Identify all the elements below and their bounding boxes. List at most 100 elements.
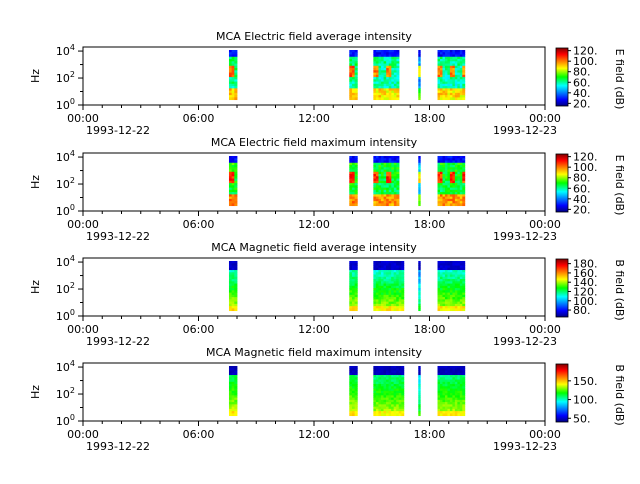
heatmap-cell [457, 167, 461, 170]
heatmap-cell [383, 61, 387, 64]
heatmap-cell [449, 372, 453, 376]
heatmap-cell [228, 81, 233, 85]
heatmap-cell [459, 384, 463, 387]
heatmap-cell [380, 404, 384, 408]
heatmap-cell [396, 201, 400, 204]
heatmap-cell [462, 372, 466, 376]
heatmap-cell [452, 79, 456, 82]
heatmap-cell [457, 265, 461, 269]
heatmap-cell [454, 86, 458, 89]
heatmap-cell [391, 158, 395, 161]
heatmap-cell [234, 388, 238, 392]
heatmap-cell [452, 92, 456, 96]
heatmap-cell [388, 178, 392, 182]
heatmap-cell [375, 411, 379, 414]
heatmap-cell [373, 399, 377, 403]
heatmap-cell [393, 276, 397, 280]
heatmap-cell [393, 372, 397, 376]
heatmap-cell [418, 65, 421, 69]
heatmap-cell [396, 386, 400, 389]
heatmap-cell [375, 61, 379, 64]
heatmap-cell [228, 54, 233, 58]
heatmap-cell [457, 292, 461, 296]
heatmap-cell [380, 263, 384, 266]
heatmap-cell [418, 196, 421, 200]
heatmap-cell [442, 196, 446, 200]
heatmap-cell [393, 201, 397, 204]
heatmap-cell [393, 406, 397, 410]
heatmap-cell [462, 196, 466, 200]
heatmap-cell [457, 187, 461, 191]
heatmap-cell [393, 408, 397, 412]
heatmap-cell [449, 395, 453, 398]
heatmap-cell [351, 299, 356, 303]
heatmap-cell [354, 56, 358, 60]
heatmap-cell [437, 372, 441, 376]
chart-title: MCA Electric field maximum intensity [211, 136, 418, 149]
heatmap-cell [442, 162, 446, 166]
heatmap-cell [396, 408, 400, 412]
heatmap-cell [401, 294, 405, 298]
heatmap-cell [442, 372, 446, 376]
heatmap-cell [442, 86, 446, 89]
heatmap-cell [234, 267, 238, 271]
heatmap-cell [449, 272, 453, 275]
heatmap-cell [459, 196, 463, 200]
heatmap-cell [393, 185, 397, 188]
heatmap-cell [388, 92, 392, 96]
heatmap-cell [459, 54, 463, 58]
heatmap-cell [373, 176, 377, 179]
heatmap-cell [462, 279, 466, 282]
heatmap-cell [442, 49, 446, 53]
plot-frame [82, 257, 546, 317]
heatmap-cell [231, 390, 235, 394]
heatmap-cell [457, 174, 461, 177]
heatmap-cell [452, 274, 456, 278]
heatmap-cell [349, 372, 353, 376]
heatmap-cell [437, 274, 441, 278]
heatmap-cell [231, 97, 235, 101]
heatmap-cell [440, 167, 443, 170]
heatmap-cell [452, 61, 456, 64]
y-tick-label: 102 [56, 176, 75, 191]
heatmap-cell [378, 395, 382, 398]
heatmap-cell [349, 297, 353, 300]
heatmap-cell [386, 413, 389, 417]
heatmap-cell [442, 176, 446, 179]
heatmap-cell [457, 406, 461, 410]
heatmap-cell [375, 393, 379, 396]
heatmap-cell [375, 158, 379, 161]
heatmap-cell [462, 301, 466, 305]
heatmap-cell [444, 83, 448, 87]
heatmap-cell [396, 77, 400, 80]
heatmap-cell [462, 56, 466, 60]
heatmap-cell [452, 174, 456, 177]
heatmap-cell [447, 381, 451, 385]
heatmap-cell [401, 365, 405, 369]
heatmap-cell [418, 288, 421, 291]
colorbar-tick-label: 80. [573, 66, 591, 79]
heatmap-cell [447, 368, 451, 371]
heatmap-cell [349, 413, 353, 417]
heatmap-cell [459, 77, 463, 80]
heatmap-cell [442, 270, 446, 273]
x-tick-label: 18:00 [414, 428, 446, 441]
heatmap-cell [440, 169, 443, 173]
heatmap-cell [459, 297, 463, 300]
heatmap-cell [234, 70, 238, 73]
heatmap-cell [228, 72, 233, 76]
heatmap-cell [228, 183, 233, 186]
heatmap-cell [449, 174, 453, 177]
heatmap-cell [383, 292, 387, 296]
heatmap-cell [396, 74, 400, 78]
heatmap-cell [457, 201, 461, 204]
heatmap-cell [386, 167, 390, 170]
heatmap-cell [457, 203, 461, 207]
heatmap-cell [418, 86, 421, 89]
heatmap-cell [454, 81, 458, 85]
heatmap-cell [234, 306, 238, 309]
heatmap-cell [452, 281, 456, 284]
heatmap-cell [454, 370, 458, 374]
heatmap-cell [381, 74, 385, 78]
heatmap-cell [231, 183, 235, 186]
